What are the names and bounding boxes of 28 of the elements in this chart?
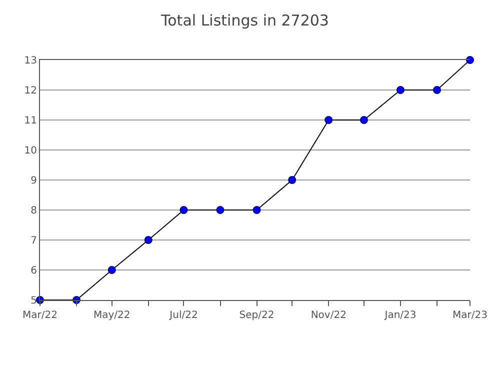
- point: [433, 86, 442, 94]
- x-tick-label: Nov/22: [310, 310, 346, 321]
- y-tick-label: 11: [24, 116, 37, 126]
- point: [252, 206, 261, 214]
- point: [144, 236, 152, 244]
- x-tick-label: Jul/22: [168, 310, 198, 321]
- point: [108, 266, 116, 274]
- x-tick-label: Jan/23: [384, 310, 416, 321]
- point: [360, 116, 368, 124]
- point: [396, 86, 404, 94]
- point: [324, 116, 333, 124]
- x-tick-label: May/22: [93, 310, 130, 321]
- point: [288, 176, 296, 184]
- x-tick-label: Mar/23: [452, 310, 488, 321]
- y-tick-label: 5: [30, 296, 37, 306]
- y-tick-label: 8: [30, 206, 37, 216]
- y-tick-label: 6: [30, 266, 37, 276]
- point: [466, 56, 474, 64]
- point: [216, 206, 224, 214]
- point: [180, 206, 188, 214]
- y-tick-label: 7: [30, 236, 37, 246]
- y-tick-label: 13: [24, 56, 37, 66]
- x-tick-label: Mar/22: [22, 310, 58, 321]
- x-tick-label: Sep/22: [239, 310, 274, 321]
- chart-title: Total Listings in 27203: [160, 12, 329, 30]
- y-tick-label: 9: [30, 176, 37, 186]
- y-tick-label: 12: [24, 86, 37, 96]
- y-tick-label: 10: [24, 146, 37, 156]
